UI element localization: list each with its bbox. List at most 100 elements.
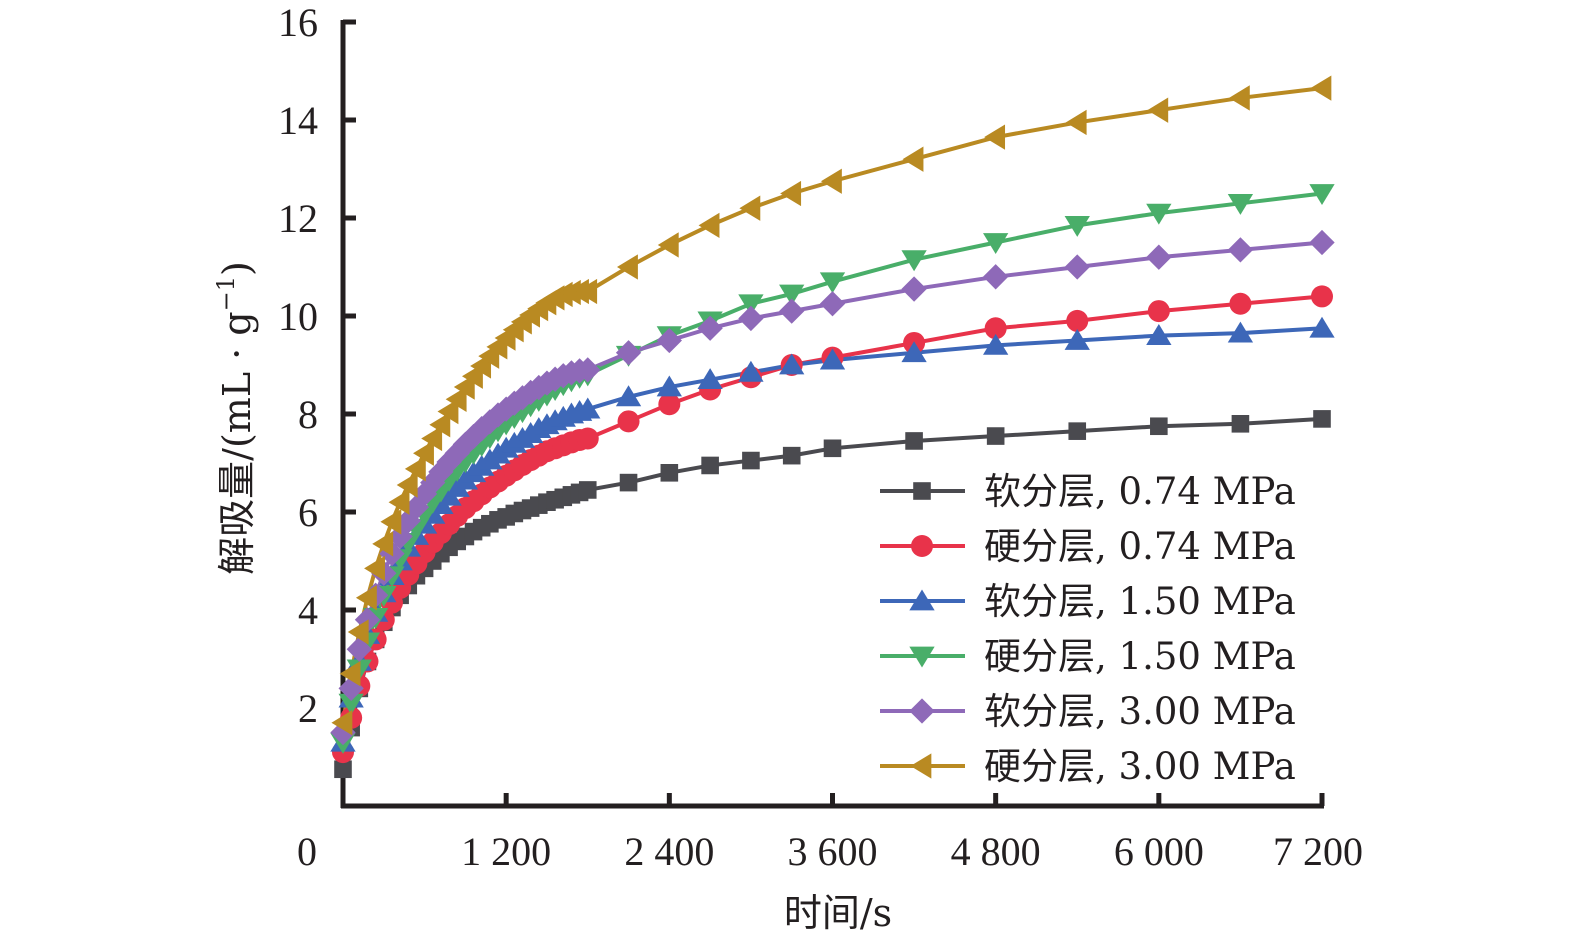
data-point-series-4 (1146, 244, 1172, 270)
data-point-series-5 (331, 710, 353, 736)
legend-label: 软分层, 3.00 MPa (984, 690, 1296, 733)
x-axis-title: 时间/s (784, 891, 892, 935)
data-point-series-4 (779, 298, 805, 324)
data-point-series-4 (615, 340, 642, 366)
legend-label: 硬分层, 0.74 MPa (984, 525, 1296, 568)
x-tick-label: 3 600 (788, 829, 878, 874)
data-point-series-5 (739, 195, 761, 221)
y-tick-label: 8 (298, 392, 318, 437)
x-tick-label: 4 800 (951, 829, 1041, 874)
legend-marker-icon (909, 589, 935, 611)
data-point-series-2 (738, 360, 764, 382)
svg-text:解吸量/(mL · g−1): 解吸量/(mL · g−1) (212, 261, 259, 575)
data-point-series-0 (660, 464, 679, 482)
data-point-series-2 (1227, 321, 1254, 343)
data-point-series-0 (1231, 415, 1250, 433)
data-point-series-4 (1309, 229, 1335, 256)
data-point-series-5 (616, 254, 638, 280)
data-point-series-4 (901, 276, 927, 302)
data-point-series-4 (738, 305, 764, 332)
data-point-series-0 (742, 451, 760, 470)
data-point-series-2 (779, 353, 805, 375)
data-point-series-0 (1068, 422, 1087, 440)
legend-item: 硬分层, 0.74 MPa (880, 525, 1296, 568)
legend: 软分层, 0.74 MPa 硬分层, 0.74 MPa 软分层, 1.50 MPa 硬… (880, 470, 1296, 788)
data-point-series-3 (1146, 203, 1172, 225)
legend-marker-icon (911, 535, 933, 557)
data-point-series-4 (444, 440, 470, 466)
data-point-series-5 (421, 425, 443, 452)
y-tick-label: 16 (278, 0, 318, 45)
data-point-series-0 (578, 481, 597, 499)
data-point-series-5 (1147, 97, 1169, 123)
data-point-series-5 (780, 180, 802, 207)
data-point-series-2 (819, 348, 846, 370)
data-point-series-5 (1065, 109, 1087, 136)
data-point-series-2 (983, 333, 1009, 355)
data-point-series-3 (901, 250, 927, 272)
data-point-series-2 (901, 341, 927, 363)
legend-label: 硬分层, 1.50 MPa (984, 635, 1296, 678)
data-point-series-0 (782, 446, 801, 465)
data-point-series-5 (339, 661, 361, 687)
data-point-series-4 (387, 523, 413, 550)
data-point-series-2 (575, 397, 601, 419)
y-ticks: 2 4 6 8 10 12 14 16 (278, 0, 356, 731)
y-tick-label: 2 (298, 686, 318, 731)
x-tick-label: 0 (297, 829, 317, 874)
data-point-series-5 (657, 232, 679, 258)
data-point-series-5 (820, 168, 842, 194)
data-point-series-4 (452, 431, 479, 458)
data-point-series-2 (656, 375, 682, 397)
data-point-series-5 (372, 531, 394, 557)
data-point-series-5 (404, 456, 426, 482)
data-point-series-4 (697, 315, 723, 341)
data-point-series-3 (779, 284, 805, 306)
data-point-series-4 (656, 327, 682, 354)
legend-item: 硬分层, 1.50 MPa (880, 635, 1296, 678)
y-axis-title-close: ) (215, 261, 259, 276)
data-point-series-3 (983, 233, 1009, 255)
data-point-series-1 (1311, 285, 1333, 308)
data-point-series-5 (1310, 75, 1332, 101)
data-point-series-3 (738, 294, 764, 316)
data-point-series-1 (1066, 309, 1089, 332)
data-point-series-5 (355, 585, 377, 611)
data-point-series-0 (823, 439, 842, 458)
data-point-series-1 (617, 410, 640, 433)
y-axis-title-main: 解吸量/(mL · g (215, 311, 259, 574)
legend-label: 硬分层, 3.00 MPa (984, 745, 1296, 788)
data-point-series-3 (1064, 216, 1090, 237)
data-point-series-0 (619, 473, 638, 492)
data-point-series-5 (429, 412, 451, 438)
y-tick-label: 12 (278, 196, 318, 241)
data-point-series-5 (396, 472, 418, 498)
data-point-series-2 (615, 385, 642, 407)
data-point-series-5 (388, 489, 410, 515)
data-point-series-3 (819, 272, 846, 294)
y-axis-title-sup: −1 (212, 276, 240, 311)
x-tick-label: 7 200 (1273, 829, 1363, 874)
y-tick-label: 6 (298, 490, 318, 535)
legend-label: 软分层, 1.50 MPa (984, 580, 1296, 623)
y-tick-label: 4 (298, 588, 318, 633)
data-point-series-5 (413, 440, 434, 466)
data-point-series-1 (576, 427, 599, 450)
x-tick-label: 1 200 (461, 829, 551, 874)
data-point-series-3 (1227, 193, 1254, 215)
data-point-series-4 (517, 379, 544, 406)
legend-item: 软分层, 3.00 MPa (880, 690, 1296, 733)
y-axis-title: 解吸量/(mL · g−1) (212, 261, 259, 575)
data-point-series-5 (698, 212, 720, 238)
data-point-series-2 (697, 368, 723, 390)
data-point-series-1 (1229, 292, 1252, 315)
data-point-series-5 (364, 555, 385, 581)
data-point-series-5 (1228, 85, 1250, 111)
data-point-series-4 (1227, 237, 1254, 263)
x-tick-label: 2 400 (624, 829, 714, 874)
x-tick-label: 6 000 (1114, 829, 1204, 874)
data-point-series-1 (658, 393, 681, 416)
legend-marker-icon (913, 482, 931, 500)
data-point-series-4 (346, 636, 372, 662)
data-point-series-5 (437, 398, 459, 425)
